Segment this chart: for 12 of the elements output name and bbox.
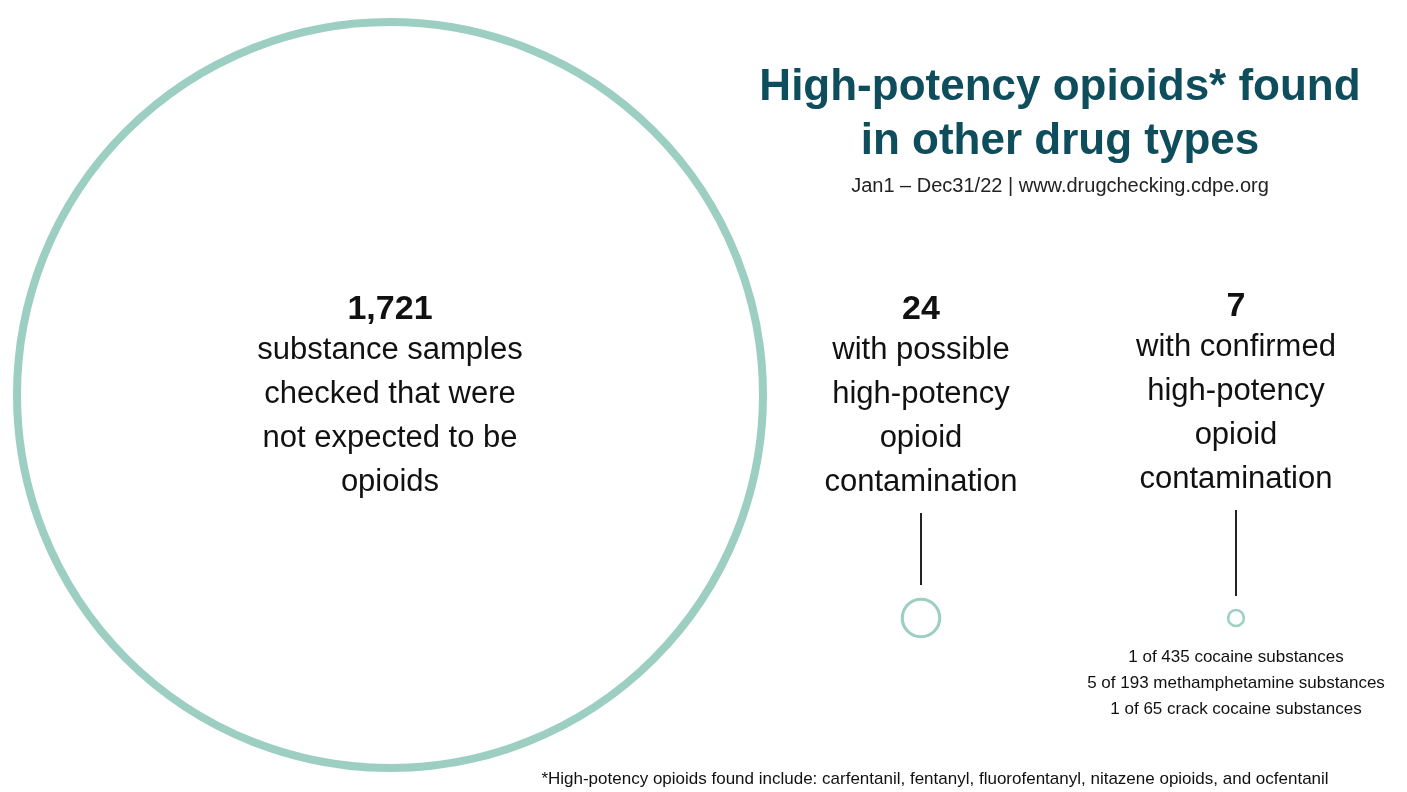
category-label: substance samples checked that were not expected to be opioids xyxy=(256,330,524,500)
data-label: 7 xyxy=(1225,285,1247,324)
text: Jan1 – Dec31/22 | www.drugchecking.cdpe.org xyxy=(850,174,1270,197)
text: High-potency opioids* found in other drug types xyxy=(758,59,1362,165)
category-label: with confirmed high-potency opioid contamination xyxy=(1135,327,1337,497)
category-label: with possible high-potency opioid contamination xyxy=(823,330,1019,500)
text: 1 of 435 cocaine substances xyxy=(1127,646,1345,668)
data-label: 24 xyxy=(901,288,941,327)
text: *High-potency opioids found include: carfentanil, fentanyl, fluorofentanyl, nitazene opioids, and ocfentanil xyxy=(540,768,1330,790)
data-label: 1,721 xyxy=(346,288,434,327)
text: 1 of 65 crack cocaine substances xyxy=(1109,698,1363,720)
text: 5 of 193 methamphetamine substances xyxy=(1086,672,1386,694)
